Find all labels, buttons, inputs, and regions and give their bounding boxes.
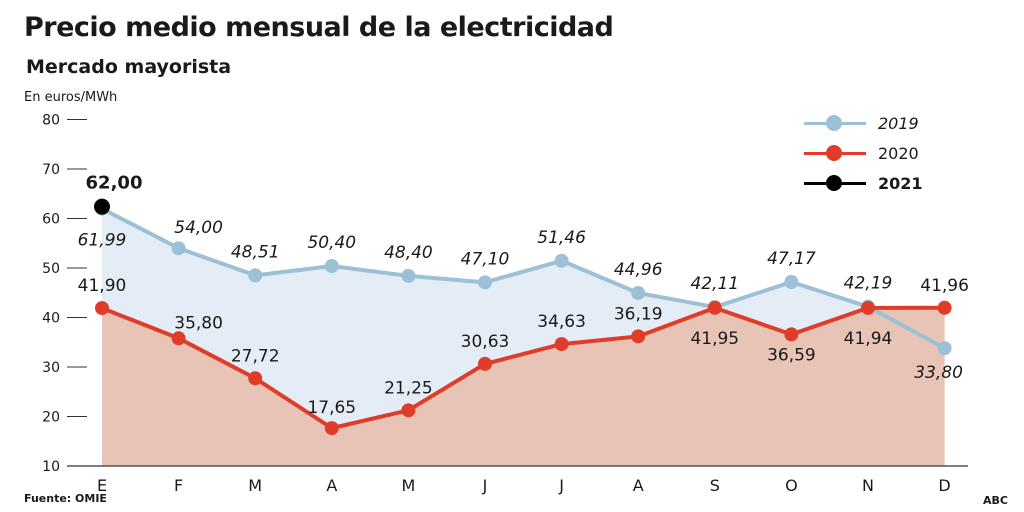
- data-label-2020-11: 41,96: [920, 276, 969, 296]
- chart-title: Precio medio mensual de la electricidad: [24, 12, 614, 43]
- data-label-2020-1: 35,80: [174, 313, 223, 333]
- point-2020-6: [554, 337, 569, 352]
- data-label-2019-9: 47,17: [767, 249, 816, 269]
- data-label-2020-6: 34,63: [537, 312, 586, 332]
- x-tick-label-11: D: [938, 476, 950, 495]
- legend-label-2021: 2021: [878, 173, 923, 193]
- point-2020-3: [324, 421, 339, 436]
- data-label-2021-0: 62,00: [86, 173, 143, 194]
- data-label-2020-10: 41,94: [844, 329, 893, 349]
- x-tick-label-5: J: [482, 476, 488, 495]
- x-tick-label-1: F: [174, 476, 183, 495]
- y-tick-label-30: 30: [42, 360, 60, 376]
- x-tick-label-7: A: [633, 476, 644, 495]
- data-label-2019-3: 50,40: [307, 233, 356, 253]
- data-label-2019-4: 48,40: [384, 243, 433, 263]
- data-label-2019-8: 42,11: [690, 274, 739, 294]
- data-label-2020-7: 36,19: [614, 304, 663, 324]
- point-2020-1: [171, 331, 186, 346]
- x-tick-label-2: M: [248, 476, 262, 495]
- y-tick-label-60: 60: [42, 212, 60, 228]
- data-label-2019-2: 48,51: [231, 242, 280, 262]
- legend-item-2020: 2020: [804, 138, 1004, 168]
- point-2019-5: [478, 275, 492, 290]
- point-2020-5: [478, 356, 492, 371]
- x-tick-label-3: A: [326, 476, 337, 495]
- data-label-2019-7: 44,96: [614, 260, 663, 280]
- point-2020-2: [248, 371, 263, 386]
- x-tick-label-8: S: [710, 476, 720, 495]
- data-label-2020-4: 21,25: [384, 378, 433, 398]
- point-2019-7: [631, 285, 646, 300]
- legend-label-2019: 2019: [878, 113, 919, 133]
- point-2019-4: [401, 268, 416, 283]
- x-tick-label-4: M: [401, 476, 415, 495]
- chart-subtitle: Mercado mayorista: [26, 56, 232, 78]
- legend-item-2021: 2021: [804, 168, 1004, 198]
- data-label-2020-2: 27,72: [231, 346, 280, 366]
- line-2020: [101, 305, 945, 431]
- y-tick-label-80: 80: [42, 113, 60, 129]
- data-label-2019-11: 33,80: [914, 363, 963, 383]
- data-label-2019-10: 42,19: [844, 274, 893, 294]
- data-label-2020-8: 41,95: [690, 329, 739, 349]
- area-fill-2020: [102, 307, 945, 466]
- data-label-2020-9: 36,59: [767, 345, 816, 365]
- point-2019-9: [784, 275, 799, 290]
- data-label-2020-5: 30,63: [461, 332, 510, 352]
- data-label-2020-3: 17,65: [307, 398, 356, 418]
- y-tick-label-10: 10: [42, 459, 60, 475]
- point-2019-11: [937, 341, 952, 356]
- point-2021-0: [94, 198, 110, 215]
- source-note: Fuente: OMIE: [24, 492, 107, 505]
- y-tick-label-70: 70: [42, 162, 60, 178]
- point-2019-2: [248, 268, 263, 283]
- chart-legend: 2019 2020 2021: [804, 108, 1004, 198]
- point-2020-4: [401, 403, 416, 418]
- y-tick-label-20: 20: [42, 410, 60, 426]
- x-tick-label-10: N: [862, 476, 874, 495]
- y-axis-unit-label: En euros/MWh: [24, 90, 118, 105]
- x-tick-label-9: O: [785, 476, 798, 495]
- legend-swatch-2021: [804, 175, 866, 191]
- point-2020-10: [861, 300, 875, 315]
- y-tick-label-50: 50: [42, 261, 60, 277]
- legend-label-2020: 2020: [878, 143, 919, 163]
- brand-logo-text: ABC: [983, 494, 1008, 507]
- point-2020-11: [937, 300, 952, 315]
- data-label-2020-0: 41,90: [78, 276, 127, 296]
- line-2019: [101, 206, 946, 350]
- point-2020-9: [784, 327, 799, 342]
- point-2019-3: [324, 259, 339, 274]
- data-label-2019-0: 61,99: [78, 231, 127, 251]
- legend-item-2019: 2019: [804, 108, 1004, 138]
- legend-swatch-2020: [804, 145, 866, 161]
- data-label-2019-5: 47,10: [461, 249, 510, 269]
- x-tick-label-0: E: [97, 476, 107, 495]
- point-2019-6: [554, 253, 569, 268]
- point-2020-0: [95, 301, 109, 316]
- data-label-2019-1: 54,00: [174, 218, 223, 238]
- data-label-2019-6: 51,46: [537, 228, 586, 248]
- point-2020-8: [707, 300, 722, 315]
- y-tick-label-40: 40: [42, 311, 60, 327]
- x-tick-label-6: J: [558, 476, 564, 495]
- legend-swatch-2019: [804, 115, 866, 131]
- point-2020-7: [631, 329, 646, 344]
- point-2019-1: [171, 241, 186, 256]
